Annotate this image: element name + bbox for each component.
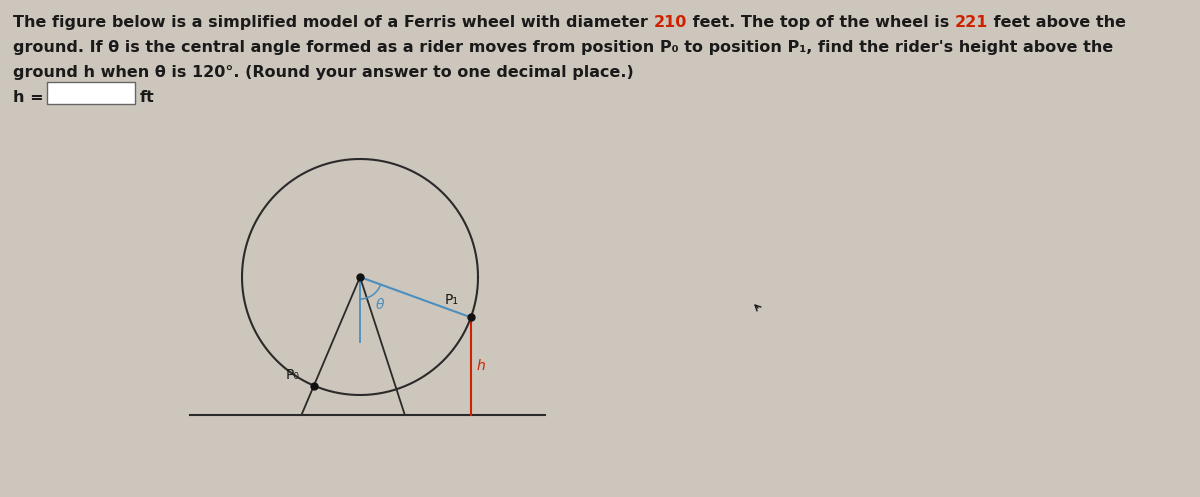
Text: P₀: P₀	[286, 368, 300, 382]
Text: ground h when θ is 120°. (Round your answer to one decimal place.): ground h when θ is 120°. (Round your ans…	[13, 65, 634, 80]
Text: ground. If θ is the central angle formed as a rider moves from position P₀ to po: ground. If θ is the central angle formed…	[13, 40, 1114, 55]
Text: feet. The top of the wheel is: feet. The top of the wheel is	[686, 15, 955, 30]
Text: 210: 210	[654, 15, 686, 30]
Text: h: h	[476, 359, 486, 373]
Text: P₁: P₁	[445, 293, 458, 307]
Text: 221: 221	[955, 15, 988, 30]
Text: ft: ft	[140, 90, 155, 105]
Text: feet above the: feet above the	[988, 15, 1126, 30]
FancyBboxPatch shape	[47, 82, 134, 104]
Text: θ: θ	[376, 298, 384, 312]
Text: h =: h =	[13, 90, 49, 105]
Text: The figure below is a simplified model of a Ferris wheel with diameter: The figure below is a simplified model o…	[13, 15, 654, 30]
